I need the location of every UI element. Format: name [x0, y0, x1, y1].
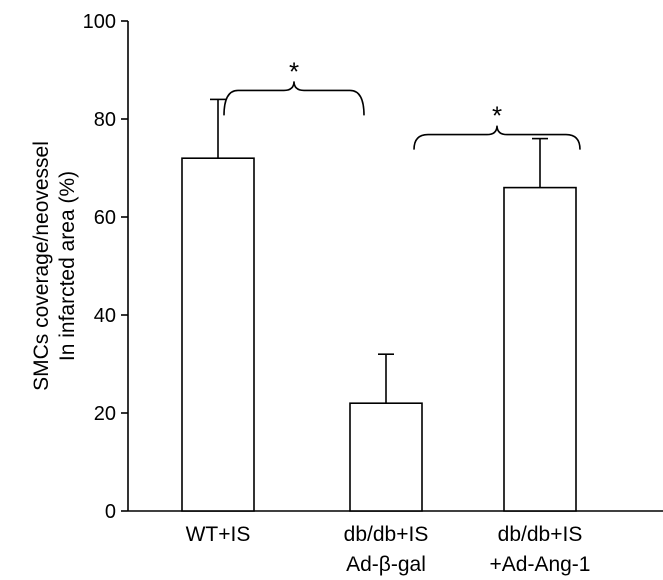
y-tick-label: 80 [94, 109, 116, 131]
significance-brace [413, 125, 581, 150]
significance-brace [223, 81, 365, 116]
y-axis-title-line: In infarcted area (%) [56, 171, 79, 361]
category-label-line: +Ad-Ang-1 [490, 553, 591, 576]
error-bars [210, 98, 548, 404]
y-axis-title-text: SMCs coverage/neovessel In infarcted area… [30, 141, 79, 391]
y-ticks: 0 20 40 60 80 100 [83, 11, 128, 523]
y-tick-label: 60 [94, 207, 116, 229]
bars [181, 157, 577, 512]
bar [349, 402, 423, 512]
category-label-line: db/db+IS [344, 523, 429, 546]
category-label: WT+IS [186, 523, 251, 546]
bar [503, 186, 577, 512]
category-label: db/db+IS +Ad-Ang-1 [490, 523, 591, 576]
category-label-line: db/db+IS [498, 523, 583, 546]
category-label-line: Ad-β-gal [346, 553, 426, 576]
category-labels: WT+IS db/db+IS Ad-β-gal db/db+IS +Ad-Ang-1 [186, 523, 591, 576]
y-tick-label: 0 [105, 501, 116, 523]
bar [181, 157, 255, 512]
significance-star: * [289, 56, 299, 86]
y-axis-title: SMCs coverage/neovessel In infarcted area… [30, 141, 79, 391]
significance-markers: ** [223, 56, 581, 150]
category-label: db/db+IS Ad-β-gal [344, 523, 429, 576]
y-axis-title-line: SMCs coverage/neovessel [30, 141, 53, 391]
y-tick-label: 40 [94, 305, 116, 327]
y-tick-label: 100 [83, 11, 116, 33]
category-label-line: WT+IS [186, 523, 251, 546]
significance-star: * [492, 101, 502, 131]
y-tick-label: 20 [94, 403, 116, 425]
